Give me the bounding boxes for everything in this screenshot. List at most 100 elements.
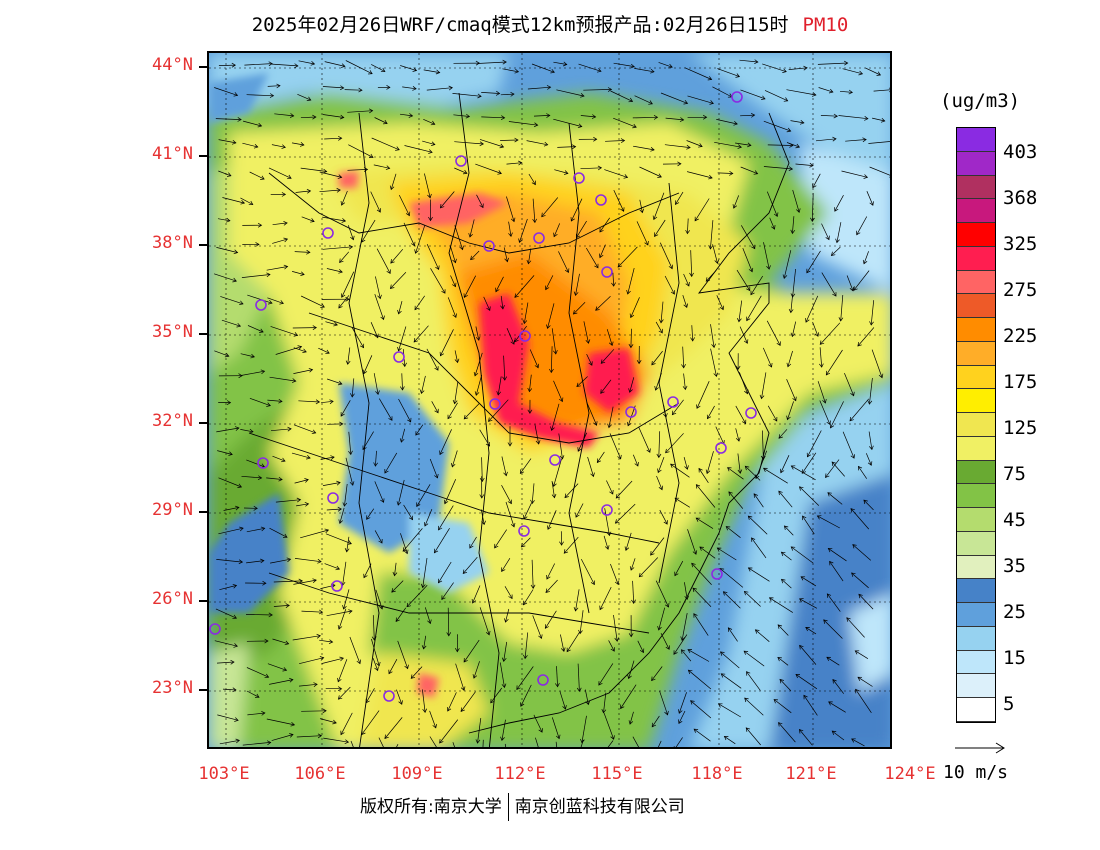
wind-arrow-head bbox=[350, 235, 355, 241]
wind-arrow-head bbox=[864, 116, 869, 121]
wind-arrow-head bbox=[479, 477, 485, 483]
city-marker-c10 bbox=[519, 330, 531, 342]
wind-arrow-head bbox=[706, 414, 712, 420]
wind-arrow bbox=[786, 379, 797, 401]
wind-arrow-head bbox=[796, 208, 801, 213]
wind-arrow bbox=[733, 195, 740, 209]
wind-arrow-head bbox=[413, 338, 419, 343]
wind-arrow bbox=[268, 167, 292, 179]
wind-arrow bbox=[632, 454, 639, 467]
city-marker-c13 bbox=[625, 406, 637, 418]
wind-arrow-head bbox=[341, 218, 347, 223]
wind-arrow-head bbox=[598, 681, 603, 686]
wind-arrow bbox=[453, 114, 470, 117]
wind-arrow-head bbox=[427, 193, 432, 199]
wind-arrow-head bbox=[553, 350, 558, 355]
wind-arrow bbox=[505, 608, 510, 623]
wind-arrow-head bbox=[508, 232, 513, 237]
colorbar-label-325: 325 bbox=[1003, 233, 1038, 255]
wind-arrow-head bbox=[463, 414, 469, 420]
wind-arrow-head bbox=[233, 249, 239, 255]
colorbar-block bbox=[957, 484, 995, 508]
wind-arrow-head bbox=[831, 730, 837, 736]
wind-arrow-head bbox=[867, 461, 873, 466]
wind-arrow bbox=[627, 268, 635, 295]
wind-arrow-head bbox=[308, 367, 314, 373]
wind-arrow bbox=[693, 613, 709, 636]
wind-arrow bbox=[390, 272, 407, 289]
wind-arrow bbox=[586, 401, 597, 426]
wind-arrow bbox=[710, 348, 717, 377]
wind-arrow bbox=[559, 691, 566, 710]
wind-arrow-head bbox=[673, 650, 678, 655]
wind-arrow bbox=[831, 246, 841, 256]
wind-arrow-head bbox=[810, 217, 815, 222]
wind-arrow-head bbox=[266, 272, 271, 278]
wind-arrow-head bbox=[342, 502, 348, 507]
wind-arrow-head bbox=[551, 493, 557, 499]
wind-arrow-head bbox=[500, 115, 506, 121]
wind-arrow-head bbox=[402, 547, 408, 552]
wind-arrow-head bbox=[361, 730, 366, 736]
wind-arrow bbox=[597, 451, 605, 463]
wind-arrow-head bbox=[707, 76, 713, 81]
wind-arrow bbox=[426, 244, 440, 270]
wind-arrow-head bbox=[441, 595, 446, 600]
wind-arrow-head bbox=[687, 649, 693, 654]
wind-arrow-head bbox=[802, 515, 807, 521]
wind-arrow bbox=[526, 140, 548, 146]
wind-arrow-head bbox=[235, 738, 240, 744]
wind-arrow bbox=[475, 374, 483, 396]
colorbar-label-25: 25 bbox=[1003, 601, 1026, 623]
wind-arrow-head bbox=[823, 619, 828, 624]
wind-arrow-head bbox=[720, 673, 726, 678]
wind-arrow bbox=[490, 687, 503, 704]
wind-arrow bbox=[249, 397, 271, 407]
wind-arrow bbox=[454, 167, 468, 174]
wind-arrow bbox=[406, 585, 428, 608]
wind-arrow-head bbox=[593, 421, 598, 426]
wind-arrow bbox=[447, 607, 450, 636]
wind-arrow bbox=[440, 329, 454, 356]
wind-arrow bbox=[786, 142, 800, 148]
wind-arrow bbox=[266, 477, 283, 480]
colorbar-block bbox=[957, 175, 995, 200]
wind-arrow-head bbox=[415, 431, 420, 436]
wind-arrow bbox=[296, 735, 322, 738]
wind-arrow bbox=[630, 328, 632, 348]
wind-arrow bbox=[347, 169, 368, 171]
wind-arrow bbox=[670, 463, 690, 478]
wind-arrow bbox=[869, 377, 873, 405]
wind-arrow bbox=[439, 429, 452, 455]
wind-arrow-head bbox=[735, 73, 741, 78]
wind-arrow bbox=[505, 501, 515, 528]
wind-arrow-head bbox=[614, 519, 620, 524]
wind-arrow-head bbox=[665, 602, 670, 608]
wind-arrow-head bbox=[800, 576, 806, 581]
wind-arrow-head bbox=[253, 143, 259, 149]
wind-arrow bbox=[604, 169, 628, 178]
wind-arrow bbox=[266, 718, 295, 726]
wind-arrow-head bbox=[733, 121, 738, 126]
wind-arrow-head bbox=[729, 171, 734, 176]
wind-arrow-head bbox=[311, 429, 317, 435]
wind-arrow bbox=[583, 321, 589, 344]
wind-arrow-head bbox=[538, 728, 543, 733]
wind-arrow-head bbox=[830, 251, 836, 256]
wind-arrow bbox=[551, 717, 560, 739]
colorbar-label-5: 5 bbox=[1003, 693, 1015, 715]
wind-arrow bbox=[371, 137, 400, 151]
wind-arrow bbox=[339, 251, 350, 263]
wind-arrow bbox=[840, 294, 844, 321]
wind-arrow bbox=[617, 246, 638, 268]
wind-arrow-head bbox=[255, 242, 260, 247]
wind-arrow bbox=[815, 138, 837, 142]
wind-arrow bbox=[483, 296, 491, 311]
wind-arrow-head bbox=[434, 473, 439, 479]
wind-arrow bbox=[580, 739, 584, 747]
wind-arrow bbox=[479, 139, 504, 148]
wind-arrow bbox=[501, 719, 506, 741]
wind-arrow-head bbox=[234, 505, 240, 511]
wind-arrow bbox=[792, 189, 800, 213]
wind-arrow bbox=[508, 121, 538, 126]
